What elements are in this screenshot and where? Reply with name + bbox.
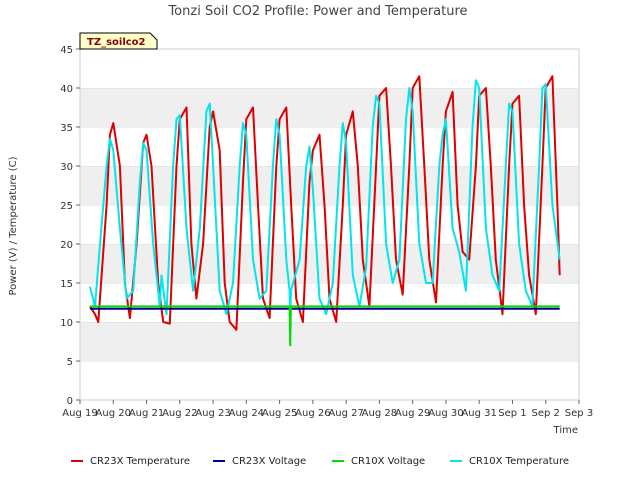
grid-band [80,88,579,127]
y-tick-label: 5 [67,357,73,368]
x-axis-label: Time [553,425,578,436]
grid-band [80,205,579,244]
x-tick-label: Aug 27 [328,408,363,419]
legend: CR23X Temperature CR23X Voltage CR10X Volt… [71,456,569,467]
y-axis: 0 5 10 15 20 25 30 35 40 45 [60,45,80,407]
grid-band [80,166,579,205]
x-tick-label: Sep 1 [498,408,526,419]
x-tick-label: Sep 3 [565,408,593,419]
chart-title: Tonzi Soil CO2 Profile: Power and Temper… [167,4,467,19]
x-tick-label: Aug 20 [96,408,131,419]
x-tick-label: Aug 19 [62,408,97,419]
x-tick-label: Aug 23 [195,408,230,419]
x-tick-label: Aug 28 [362,408,397,419]
legend-label: CR23X Voltage [232,456,306,467]
site-tag-shape [79,32,158,50]
y-tick-label: 40 [60,84,73,95]
y-tick-label: 45 [60,45,73,56]
legend-label: CR23X Temperature [90,456,190,467]
series-line [90,305,560,347]
series-line [89,79,561,323]
grid-band [80,361,579,400]
x-tick-label: Aug 22 [162,408,197,419]
x-tick-label: Aug 30 [428,408,463,419]
plot-border [79,48,580,401]
x-tick-label: Aug 21 [129,408,164,419]
x-tick-label: Aug 29 [395,408,430,419]
site-tag-label: TZ_soilco2 [87,37,146,48]
grid-band [80,127,579,166]
plot-bands [80,48,579,400]
grid-band [80,49,579,88]
y-tick-label: 0 [67,396,73,407]
y-tick-label: 35 [60,123,73,134]
series-line [89,75,561,331]
site-tag: TZ_soilco2 [79,32,158,50]
series-lines [89,75,561,347]
plot-frame [79,48,580,401]
x-tick-label: Aug 26 [295,408,330,419]
x-tick-label: Sep 2 [532,408,560,419]
y-axis-label: Power (V) / Temperature (C) [8,156,19,295]
grid-band [80,322,579,361]
y-tick-label: 15 [60,279,73,290]
x-tick-label: Aug 24 [229,408,264,419]
x-tick-label: Aug 31 [461,408,496,419]
y-tick-label: 20 [60,240,73,251]
y-tick-label: 25 [60,201,73,212]
y-tick-label: 30 [60,162,73,173]
x-tick-label: Aug 25 [262,408,297,419]
legend-label: CR10X Temperature [469,456,569,467]
y-tick-label: 10 [60,318,73,329]
legend-label: CR10X Voltage [351,456,425,467]
